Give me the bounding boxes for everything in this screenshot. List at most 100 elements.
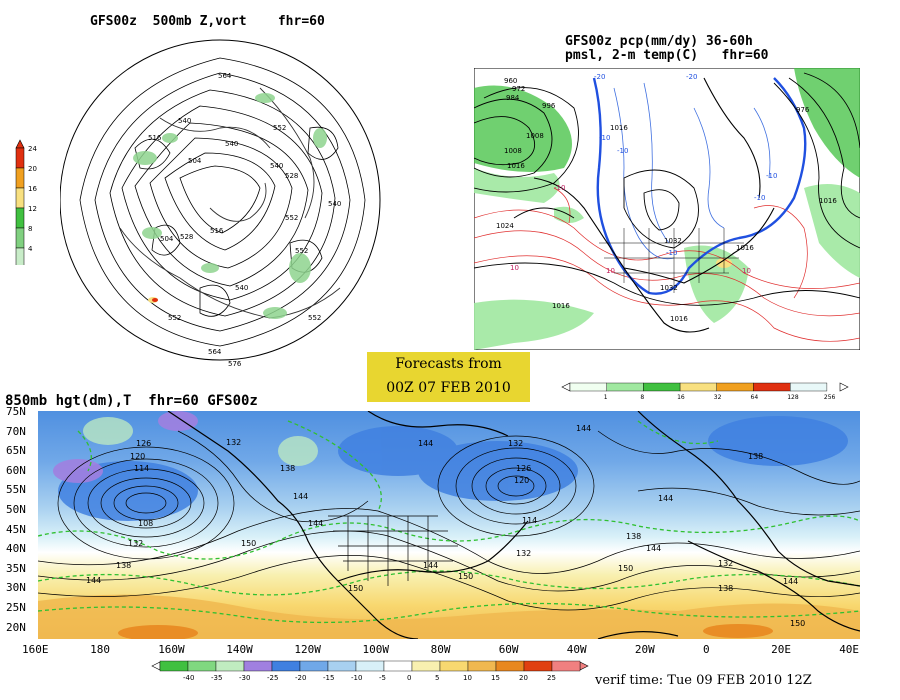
hemi-contour-label: 144 [418, 439, 433, 448]
pcp-colorbar-swatch [789, 382, 828, 392]
hemi-contour-label: 132 [516, 549, 531, 558]
temp-colorbar-tick: -40 [183, 674, 194, 682]
temp-colorbar-tick: 0 [407, 674, 411, 682]
polar-map-title: GFS00z 500mb Z,vort fhr=60 [90, 14, 325, 29]
na-pressure-label: 1008 [504, 147, 522, 155]
polar-colorbar-swatch [15, 227, 25, 249]
temp-colorbar-swatch [159, 660, 189, 672]
hemi-lat-label: 55N [6, 483, 26, 497]
hemi-map-title: 850mb hgt(dm),T fhr=60 GFS00z [5, 393, 258, 409]
pcp-colorbar-swatch [606, 382, 644, 392]
polar-contour-label: 552 [295, 247, 308, 255]
hemi-contour-label: 132 [226, 438, 241, 447]
na-pressure-label: 996 [542, 102, 556, 110]
temp-colorbar-swatch [299, 660, 329, 672]
na-temp-label: -10 [599, 134, 610, 142]
hemi-lat-label: 75N [6, 405, 26, 418]
hemi-contour-label: 126 [136, 439, 151, 448]
hemi-lon-label: 80W [430, 643, 451, 656]
polar-colorbar-swatch [15, 147, 25, 169]
hemi-contour-label: 144 [783, 577, 798, 586]
temp-colorbar-swatch [495, 660, 525, 672]
temp-colorbar-swatch [271, 660, 301, 672]
polar-contour-label: 540 [328, 200, 341, 208]
na-temp-label: -10 [554, 184, 565, 192]
hemi-contour-label: 132 [128, 539, 143, 548]
temp-colorbar-tick: 15 [491, 674, 500, 682]
hemi-lon-label: 100W [362, 643, 390, 656]
verif-time: verif time: Tue 09 FEB 2010 12Z [595, 673, 812, 688]
pcp-colorbar-tick: 128 [787, 394, 799, 401]
na-temp-label: -20 [594, 73, 605, 81]
polar-colorbar-tick: 20 [28, 165, 37, 173]
pcp-colorbar-swatch [569, 382, 607, 392]
hemi-lat-label: 30N [6, 581, 26, 595]
na-pressure-label: 1016 [507, 162, 525, 170]
hemi-lon-label: 140W [226, 643, 253, 656]
polar-contour-label: 552 [308, 314, 321, 322]
na-temp-label: -10 [754, 194, 765, 202]
temp-colorbar-tick: -20 [295, 674, 306, 682]
hemi-lon-label: 40E [839, 643, 860, 656]
na-map-title-line2: pmsl, 2-m temp(C) fhr=60 [565, 48, 769, 63]
polar-contour-label: 540 [178, 117, 191, 125]
hemi-contour-label: 150 [618, 564, 633, 573]
hemi-lon-label: 20E [771, 643, 791, 656]
hemi-contour-label: 144 [308, 519, 323, 528]
temp-colorbar-swatch [383, 660, 413, 672]
hemi-contour-label: 150 [348, 584, 363, 593]
hemi-lat-label: 20N [6, 620, 26, 634]
na-pressure-label: 984 [506, 94, 520, 102]
hemi-lon-label: 20W [634, 643, 655, 656]
polar-colorbar-swatch [15, 187, 25, 209]
na-pressure-label: 1032 [660, 284, 678, 292]
hemi-contour-label: 138 [116, 561, 131, 570]
temp-colorbar-tick: -5 [379, 674, 386, 682]
temp-colorbar-swatch [551, 660, 581, 672]
na-pressure-label: 960 [504, 77, 517, 85]
polar-contour-label: 552 [168, 314, 181, 322]
temp-colorbar-tick: 20 [519, 674, 528, 682]
polar-contour-label: 540 [270, 162, 283, 170]
temp-colorbar: -40 -35 -30 -25 -20 -15 -10 -5 0 5 10 15 20 25 [151, 660, 589, 682]
temp-colorbar-tick: -15 [323, 674, 334, 682]
na-temp-label: 10 [606, 267, 615, 275]
forecast-line2: 00Z 07 FEB 2010 [386, 380, 511, 396]
na-pressure-label: 1016 [736, 244, 754, 252]
hemi-lat-label: 60N [6, 463, 26, 477]
hemi-lat-label: 40N [6, 542, 26, 556]
polar-map: 564 516 540 504 540 552 540 528 540 552 … [60, 39, 381, 368]
hemi-contour-label: 150 [790, 619, 805, 628]
na-pressure-label: 976 [796, 106, 810, 114]
na-temp-label: -10 [666, 249, 677, 257]
temp-colorbar-tick: 25 [547, 674, 556, 682]
pcp-colorbar-tick: 256 [824, 394, 836, 401]
hemi-lon-label: 40W [566, 643, 587, 656]
hemi-contour-label: 144 [646, 544, 661, 553]
temp-colorbar-swatch [187, 660, 217, 672]
na-pressure-label: 1024 [496, 222, 514, 230]
hemi-contour-label: 114 [134, 464, 149, 473]
polar-contour-label: 504 [188, 157, 202, 165]
pcp-colorbar-tick: 32 [714, 394, 722, 401]
pcp-colorbar-tick: 64 [751, 394, 759, 401]
temp-colorbar-swatch [327, 660, 357, 672]
hemi-lon-label: 60W [498, 643, 519, 656]
temp-colorbar-swatch [467, 660, 497, 672]
polar-contour-label: 552 [273, 124, 286, 132]
polar-colorbar: 24 20 16 12 8 4 [15, 139, 37, 265]
hemi-contour-label: 132 [718, 559, 733, 568]
na-map: 960 972 984 996 1008 1008 1016 1024 1032… [474, 68, 860, 350]
na-pressure-label: 1016 [552, 302, 570, 310]
pcp-colorbar-tick: 16 [677, 394, 685, 401]
na-pressure-label: 1008 [526, 132, 544, 140]
polar-colorbar-tick: 8 [28, 225, 32, 233]
na-temp-label: 10 [510, 264, 519, 272]
polar-colorbar-swatch [15, 167, 25, 189]
polar-contour-label: 528 [180, 233, 193, 241]
temp-colorbar-swatch [439, 660, 469, 672]
na-pressure-label: 972 [512, 85, 525, 93]
hemi-contour-label: 108 [138, 519, 153, 528]
hemi-lat-label: 25N [6, 601, 26, 614]
na-temp-label: 10 [742, 267, 751, 275]
